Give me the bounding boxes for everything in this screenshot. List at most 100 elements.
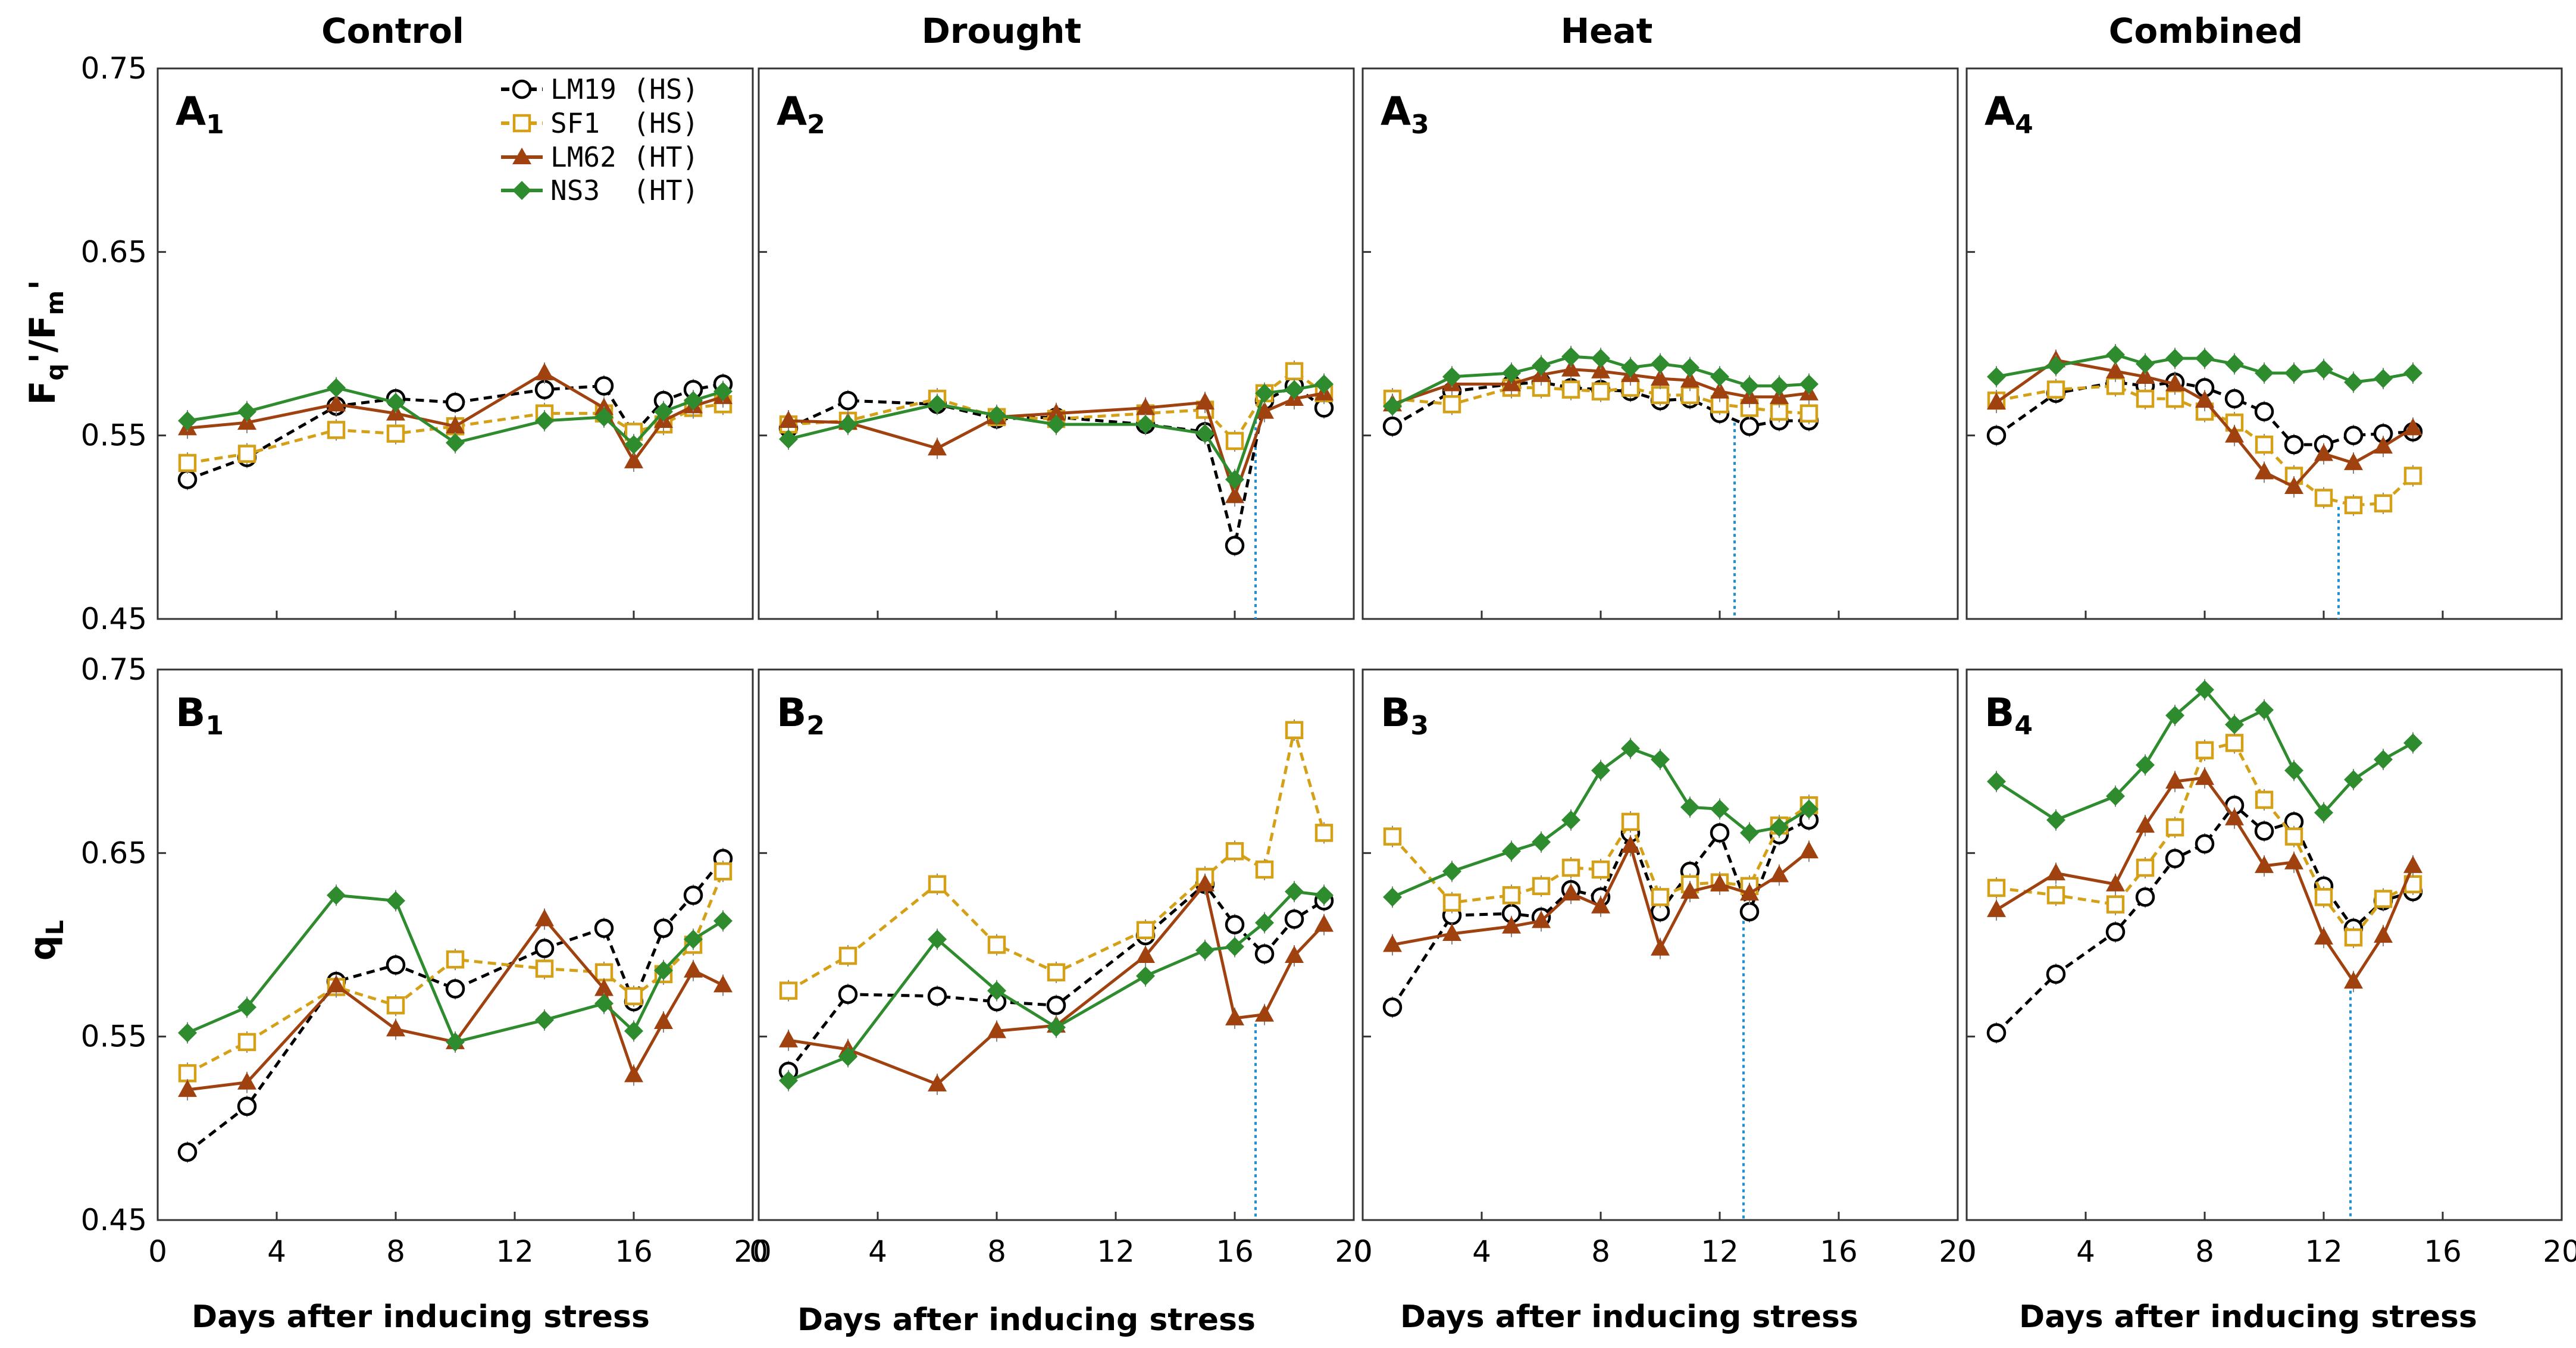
data-point-lm62 xyxy=(1740,883,1759,901)
data-point-ns3 xyxy=(2225,715,2244,734)
data-point-lm62 xyxy=(2284,852,2303,870)
data-point-lm19 xyxy=(594,918,614,938)
series-lm62 xyxy=(779,382,1334,507)
y-tick-label: 0.65 xyxy=(81,234,147,269)
data-point-sf1 xyxy=(1225,431,1244,451)
data-point-lm19 xyxy=(445,979,465,999)
data-point-lm62 xyxy=(2106,361,2125,379)
data-point-sf1 xyxy=(2344,496,2363,515)
series-line-sf1 xyxy=(787,728,1326,992)
data-point-ns3 xyxy=(779,1071,798,1090)
data-point-ns3 xyxy=(237,402,256,421)
legend-marker-lm19 xyxy=(512,79,532,99)
data-point-lm62 xyxy=(2344,971,2363,989)
series-sf1 xyxy=(779,719,1334,1002)
data-point-ns3 xyxy=(1383,887,1402,907)
x-tick-label: 12 xyxy=(1097,1234,1135,1269)
x-tick-label: 0 xyxy=(148,1234,167,1269)
data-point-ns3 xyxy=(838,415,857,434)
data-point-sf1 xyxy=(1047,963,1066,981)
data-point-lm62 xyxy=(1651,938,1670,956)
data-point-ns3 xyxy=(2344,373,2363,392)
data-point-ns3 xyxy=(654,961,673,980)
data-point-lm62 xyxy=(237,1072,256,1090)
data-point-lm62 xyxy=(779,411,798,428)
x-tick-label: 20 xyxy=(734,1234,772,1269)
data-point-lm19 xyxy=(1739,902,1760,922)
data-point-lm19 xyxy=(1710,823,1730,843)
x-tick-label: 4 xyxy=(267,1234,286,1269)
data-point-sf1 xyxy=(1442,395,1461,414)
legend-label-lm62: LM62 (HT) xyxy=(550,141,699,173)
series-line-lm19 xyxy=(787,384,1325,548)
x-tick-label: 0 xyxy=(1353,1234,1372,1269)
panel-frame xyxy=(758,668,1355,1221)
data-point-ns3 xyxy=(1255,913,1274,933)
data-point-ns3 xyxy=(1314,374,1334,394)
data-point-ns3 xyxy=(1136,415,1155,434)
data-point-lm62 xyxy=(2374,436,2393,454)
data-point-ns3 xyxy=(2195,349,2214,368)
series-ns3 xyxy=(779,373,1334,490)
data-point-lm62 xyxy=(1136,946,1155,963)
data-point-ns3 xyxy=(2106,345,2125,364)
data-point-lm19 xyxy=(2165,849,2185,868)
data-point-sf1 xyxy=(1285,721,1304,739)
data-point-lm62 xyxy=(654,1012,673,1029)
data-point-lm62 xyxy=(1047,403,1066,421)
data-point-lm62 xyxy=(1225,1008,1244,1025)
column-title-drought: Drought xyxy=(922,11,1081,51)
data-point-ns3 xyxy=(446,433,465,452)
data-point-lm62 xyxy=(987,1021,1006,1039)
x-tick-label: 12 xyxy=(2305,1234,2343,1269)
panel-frame xyxy=(156,668,754,1221)
data-point-lm19 xyxy=(1046,996,1066,1015)
data-point-lm19 xyxy=(2135,887,2155,907)
series-line-ns3 xyxy=(788,890,1325,1082)
data-point-ns3 xyxy=(2136,354,2155,374)
data-point-ns3 xyxy=(386,393,405,412)
data-point-ns3 xyxy=(987,981,1006,1000)
data-point-sf1 xyxy=(1285,362,1304,380)
series-ns3 xyxy=(779,881,1334,1091)
data-point-lm19 xyxy=(927,986,947,1006)
series-ns3 xyxy=(178,884,733,1053)
data-point-lm62 xyxy=(1651,368,1670,386)
data-point-sf1 xyxy=(1561,858,1580,877)
data-point-lm19 xyxy=(1382,417,1403,436)
data-point-ns3 xyxy=(386,891,405,911)
x-tick-label: 12 xyxy=(496,1234,534,1269)
data-point-ns3 xyxy=(1383,396,1402,416)
data-point-ns3 xyxy=(2046,356,2065,376)
data-point-ns3 xyxy=(1195,940,1215,960)
x-tick-label: 0 xyxy=(749,1234,768,1269)
series-sf1 xyxy=(1987,732,2422,949)
x-axis-label-heat: Days after inducing stress xyxy=(1400,1299,1858,1335)
panel-frame xyxy=(1965,668,2563,1221)
data-point-lm62 xyxy=(1561,883,1580,901)
data-point-ns3 xyxy=(535,1010,554,1030)
data-point-sf1 xyxy=(713,862,733,881)
panel-frame xyxy=(1361,67,1959,620)
data-point-lm62 xyxy=(1225,486,1244,503)
data-point-sf1 xyxy=(987,936,1006,954)
data-point-sf1 xyxy=(1561,380,1580,399)
data-point-sf1 xyxy=(838,946,857,965)
panel-b2: 0 4 8 12 16 20 B2 xyxy=(749,668,1373,1269)
x-tick-label: 20 xyxy=(1939,1234,1977,1269)
data-point-lm62 xyxy=(2255,855,2274,873)
data-point-ns3 xyxy=(1621,739,1640,758)
data-point-sf1 xyxy=(2314,888,2333,906)
data-point-sf1 xyxy=(2046,886,2065,905)
data-point-sf1 xyxy=(178,1064,197,1083)
data-point-ns3 xyxy=(594,994,614,1014)
data-point-lm62 xyxy=(2225,808,2244,825)
data-point-lm62 xyxy=(1255,401,1274,419)
data-point-sf1 xyxy=(1987,878,2006,897)
panel-a1: 0.75 0.65 0.55 0.45 A1 xyxy=(81,51,754,636)
data-point-ns3 xyxy=(1651,354,1670,374)
data-point-ns3 xyxy=(624,1021,643,1041)
data-point-lm62 xyxy=(684,960,703,978)
